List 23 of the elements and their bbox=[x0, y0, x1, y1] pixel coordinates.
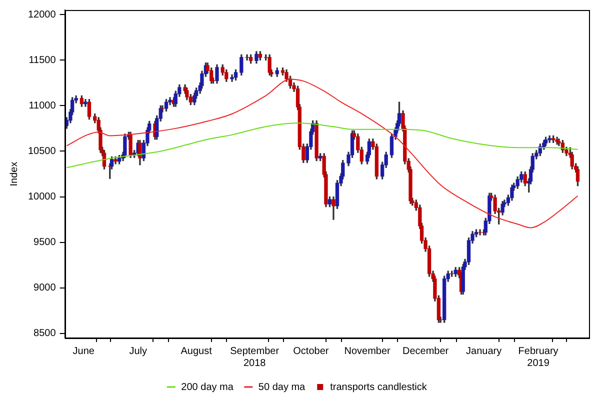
x-tick-label: November bbox=[344, 346, 392, 357]
x-tick-label: June bbox=[72, 346, 95, 357]
line-series bbox=[66, 122, 578, 168]
y-tick-label: 10500 bbox=[28, 146, 56, 157]
y-tick-label: 12000 bbox=[28, 9, 56, 20]
x-tick-label: December bbox=[402, 346, 450, 357]
y-tick-label: 11000 bbox=[28, 100, 56, 112]
x-tick-label: September 2018 bbox=[230, 346, 280, 369]
y-tick-label: 9500 bbox=[34, 237, 56, 248]
x-tick-label: February 2019 bbox=[518, 346, 558, 369]
line-series bbox=[66, 78, 578, 228]
y-tick-label: 8500 bbox=[34, 328, 56, 340]
y-axis-title: Index bbox=[8, 162, 20, 186]
y-tick-label: 11500 bbox=[28, 54, 56, 66]
x-tick-label: January bbox=[466, 346, 502, 357]
x-tick-label: August bbox=[180, 346, 212, 357]
x-tick-label: October bbox=[293, 346, 330, 357]
legend-label: 200 day ma bbox=[181, 382, 234, 393]
y-tick-label: 9000 bbox=[34, 282, 56, 294]
legend-label: 50 day ma bbox=[258, 382, 306, 393]
legend-label: transports candlestick bbox=[330, 382, 428, 393]
x-tick-label: July bbox=[129, 346, 147, 357]
y-tick-label: 10000 bbox=[28, 192, 56, 203]
